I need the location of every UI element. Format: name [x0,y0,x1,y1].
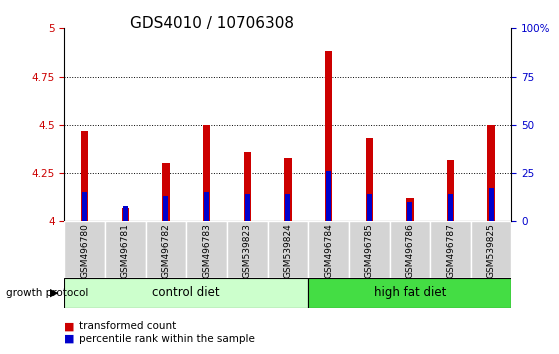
Text: GSM496784: GSM496784 [324,223,333,278]
Text: GSM496781: GSM496781 [121,223,130,278]
Text: GSM539825: GSM539825 [487,223,496,278]
Text: GSM496787: GSM496787 [446,223,455,278]
Bar [81,131,88,221]
Text: GSM539823: GSM539823 [243,223,252,278]
Bar [390,221,430,278]
Bar [268,221,308,278]
Text: transformed count: transformed count [79,321,177,331]
Bar [406,198,414,221]
Bar [308,221,349,278]
Text: GSM496786: GSM496786 [405,223,414,278]
Bar [448,194,453,221]
Bar [186,221,227,278]
Text: GSM539824: GSM539824 [283,223,292,278]
Bar [145,221,186,278]
Bar [227,221,268,278]
Bar [122,208,129,221]
Bar [308,278,511,308]
Text: ■: ■ [64,334,75,344]
Bar [162,164,169,221]
Text: percentile rank within the sample: percentile rank within the sample [79,334,255,344]
Text: GDS4010 / 10706308: GDS4010 / 10706308 [130,16,295,31]
Bar [64,278,308,308]
Text: ■: ■ [64,321,75,331]
Bar [325,51,332,221]
Text: ▶: ▶ [50,288,59,298]
Bar [245,194,250,221]
Bar [204,192,209,221]
Bar [105,221,145,278]
Bar [163,196,168,221]
Bar [349,221,390,278]
Text: GSM496785: GSM496785 [364,223,374,278]
Bar [284,158,292,221]
Bar [487,125,495,221]
Bar [244,152,251,221]
Bar [123,206,127,221]
Bar [489,188,494,221]
Bar [447,160,454,221]
Text: GSM496780: GSM496780 [80,223,89,278]
Bar [367,194,372,221]
Bar [203,125,210,221]
Text: GSM496783: GSM496783 [202,223,211,278]
Text: control diet: control diet [153,286,220,299]
Bar [430,221,471,278]
Text: growth protocol: growth protocol [6,288,88,298]
Text: GSM496782: GSM496782 [162,223,170,278]
Text: high fat diet: high fat diet [373,286,446,299]
Bar [64,221,105,278]
Bar [408,202,413,221]
Bar [286,194,290,221]
Bar [82,192,87,221]
Bar [366,138,373,221]
Bar [326,171,331,221]
Bar [471,221,511,278]
